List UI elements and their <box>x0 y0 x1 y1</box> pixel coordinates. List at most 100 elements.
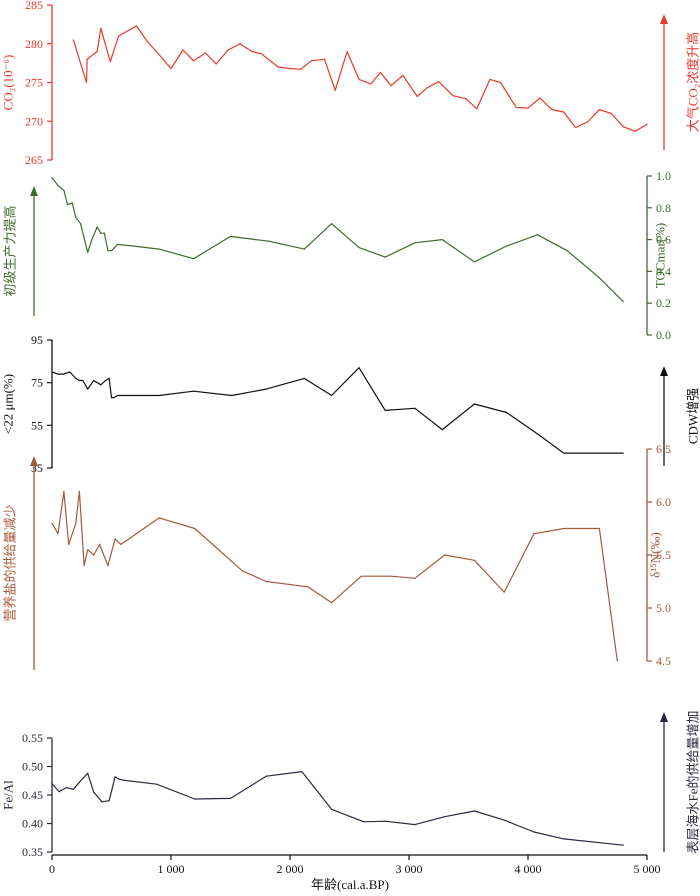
toc-data-point <box>331 223 333 225</box>
co2-y-axis-label: CO₂(10⁻⁶) <box>1 55 16 111</box>
co2-data-point <box>452 95 454 97</box>
co2-data-point <box>135 25 138 27</box>
grain-data-point <box>303 377 305 379</box>
grain-y-tick-label: 55 <box>31 418 43 432</box>
x-tick-label: 0 <box>49 862 55 876</box>
co2-data-point <box>346 50 348 53</box>
co2-data-point <box>85 81 88 84</box>
d15n-data-point <box>83 565 85 567</box>
co2-data-point <box>334 89 336 91</box>
d15n-y-tick-label: 6.0 <box>656 495 671 509</box>
co2-data-point <box>86 58 88 60</box>
d15n-trend-label: 营养盐的供给量减少 <box>3 504 18 621</box>
grain-data-point <box>82 379 84 382</box>
feal-data-point <box>331 808 333 810</box>
d15n-data-point <box>93 554 95 556</box>
co2-data-point <box>323 58 326 60</box>
toc-data-point <box>598 277 601 279</box>
feal-y-tick-label: 0.40 <box>22 817 43 831</box>
toc-data-point <box>63 189 65 191</box>
co2-data-point <box>402 74 404 77</box>
co2-data-point <box>118 35 120 37</box>
d15n-data-point <box>87 549 89 551</box>
grain-data-point <box>265 388 267 390</box>
feal-data-point <box>229 797 232 800</box>
grain-data-point <box>57 373 59 375</box>
co2-data-point <box>215 63 217 65</box>
toc-data-point <box>229 235 232 238</box>
x-tick-label: 2 000 <box>277 862 304 876</box>
toc-data-point <box>566 250 568 252</box>
co2-y-tick-label: 265 <box>25 153 43 167</box>
d15n-data-point <box>360 575 362 577</box>
toc-data-point <box>158 248 160 250</box>
co2-data-point <box>610 112 612 115</box>
feal-data-point <box>503 819 505 821</box>
toc-data-point <box>536 234 539 236</box>
toc-trend-label: 初级生产力提高 <box>3 205 18 296</box>
feal-data-point <box>118 778 120 780</box>
feal-data-point <box>79 780 82 782</box>
co2-y-tick-label: 285 <box>25 0 43 12</box>
co2-data-point <box>598 109 601 111</box>
d15n-data-point <box>616 660 618 662</box>
co2-data-point <box>96 50 98 53</box>
feal-data-point <box>58 790 60 793</box>
toc-y-tick-label: 0.2 <box>656 296 671 310</box>
co2-data-point <box>551 109 553 111</box>
feal-data-point <box>301 771 303 773</box>
feal-data-point <box>87 772 89 774</box>
grain-trend-arrow-head <box>660 366 668 376</box>
toc-data-point <box>505 245 508 247</box>
d15n-data-point <box>265 580 267 583</box>
feal-y-tick-label: 0.35 <box>22 845 43 859</box>
co2-data-point <box>527 107 529 109</box>
d15n-data-point <box>51 522 53 524</box>
x-tick-label: 5 000 <box>634 862 661 876</box>
d15n-data-point <box>107 565 109 567</box>
grain-data-point <box>110 397 113 399</box>
d15n-data-point <box>241 570 243 572</box>
grain-data-point <box>414 407 416 409</box>
d15n-y-tick-label: 6.5 <box>656 442 671 456</box>
toc-data-point <box>100 232 102 234</box>
grain-data-point <box>158 394 160 397</box>
grain-data-point <box>69 371 71 373</box>
toc-data-point <box>473 261 476 263</box>
grain-series-line <box>51 367 624 454</box>
feal-data-point <box>101 801 103 803</box>
grain-data-point <box>473 403 476 405</box>
co2-data-point <box>204 52 207 54</box>
co2-data-point <box>100 27 102 29</box>
d15n-data-point <box>414 577 416 579</box>
d15n-y-tick-label: 5.0 <box>656 601 671 615</box>
toc-data-point <box>66 204 69 206</box>
co2-data-point <box>575 126 577 129</box>
feal-data-point <box>65 786 67 789</box>
co2-y-tick-label: 280 <box>25 37 43 51</box>
co2-data-point <box>370 83 372 85</box>
toc-y-tick-label: 1.0 <box>656 169 671 183</box>
co2-trend-label: 大气CO₂浓度升高 <box>686 32 700 133</box>
co2-data-point <box>146 40 148 43</box>
feal-data-point <box>444 816 446 818</box>
toc-data-point <box>87 251 89 253</box>
co2-data-point <box>289 67 291 70</box>
co2-data-point <box>438 81 440 83</box>
co2-data-point <box>426 87 428 89</box>
feal-data-point <box>384 820 386 822</box>
grain-y-tick-label: 95 <box>31 333 43 347</box>
d15n-data-point <box>158 517 160 519</box>
feal-data-point <box>533 831 535 833</box>
toc-y-axis-label: TOCmar(%) <box>653 223 668 288</box>
feal-y-tick-label: 0.50 <box>22 760 43 774</box>
d15n-data-point <box>57 533 59 535</box>
d15n-data-point <box>563 527 565 530</box>
co2-data-point <box>193 60 195 62</box>
co2-data-point <box>646 123 648 125</box>
toc-data-point <box>79 223 82 225</box>
toc-y-tick-label: 0.4 <box>656 264 671 278</box>
d15n-data-point <box>114 538 116 540</box>
toc-data-point <box>91 237 94 239</box>
toc-data-point <box>83 237 85 239</box>
